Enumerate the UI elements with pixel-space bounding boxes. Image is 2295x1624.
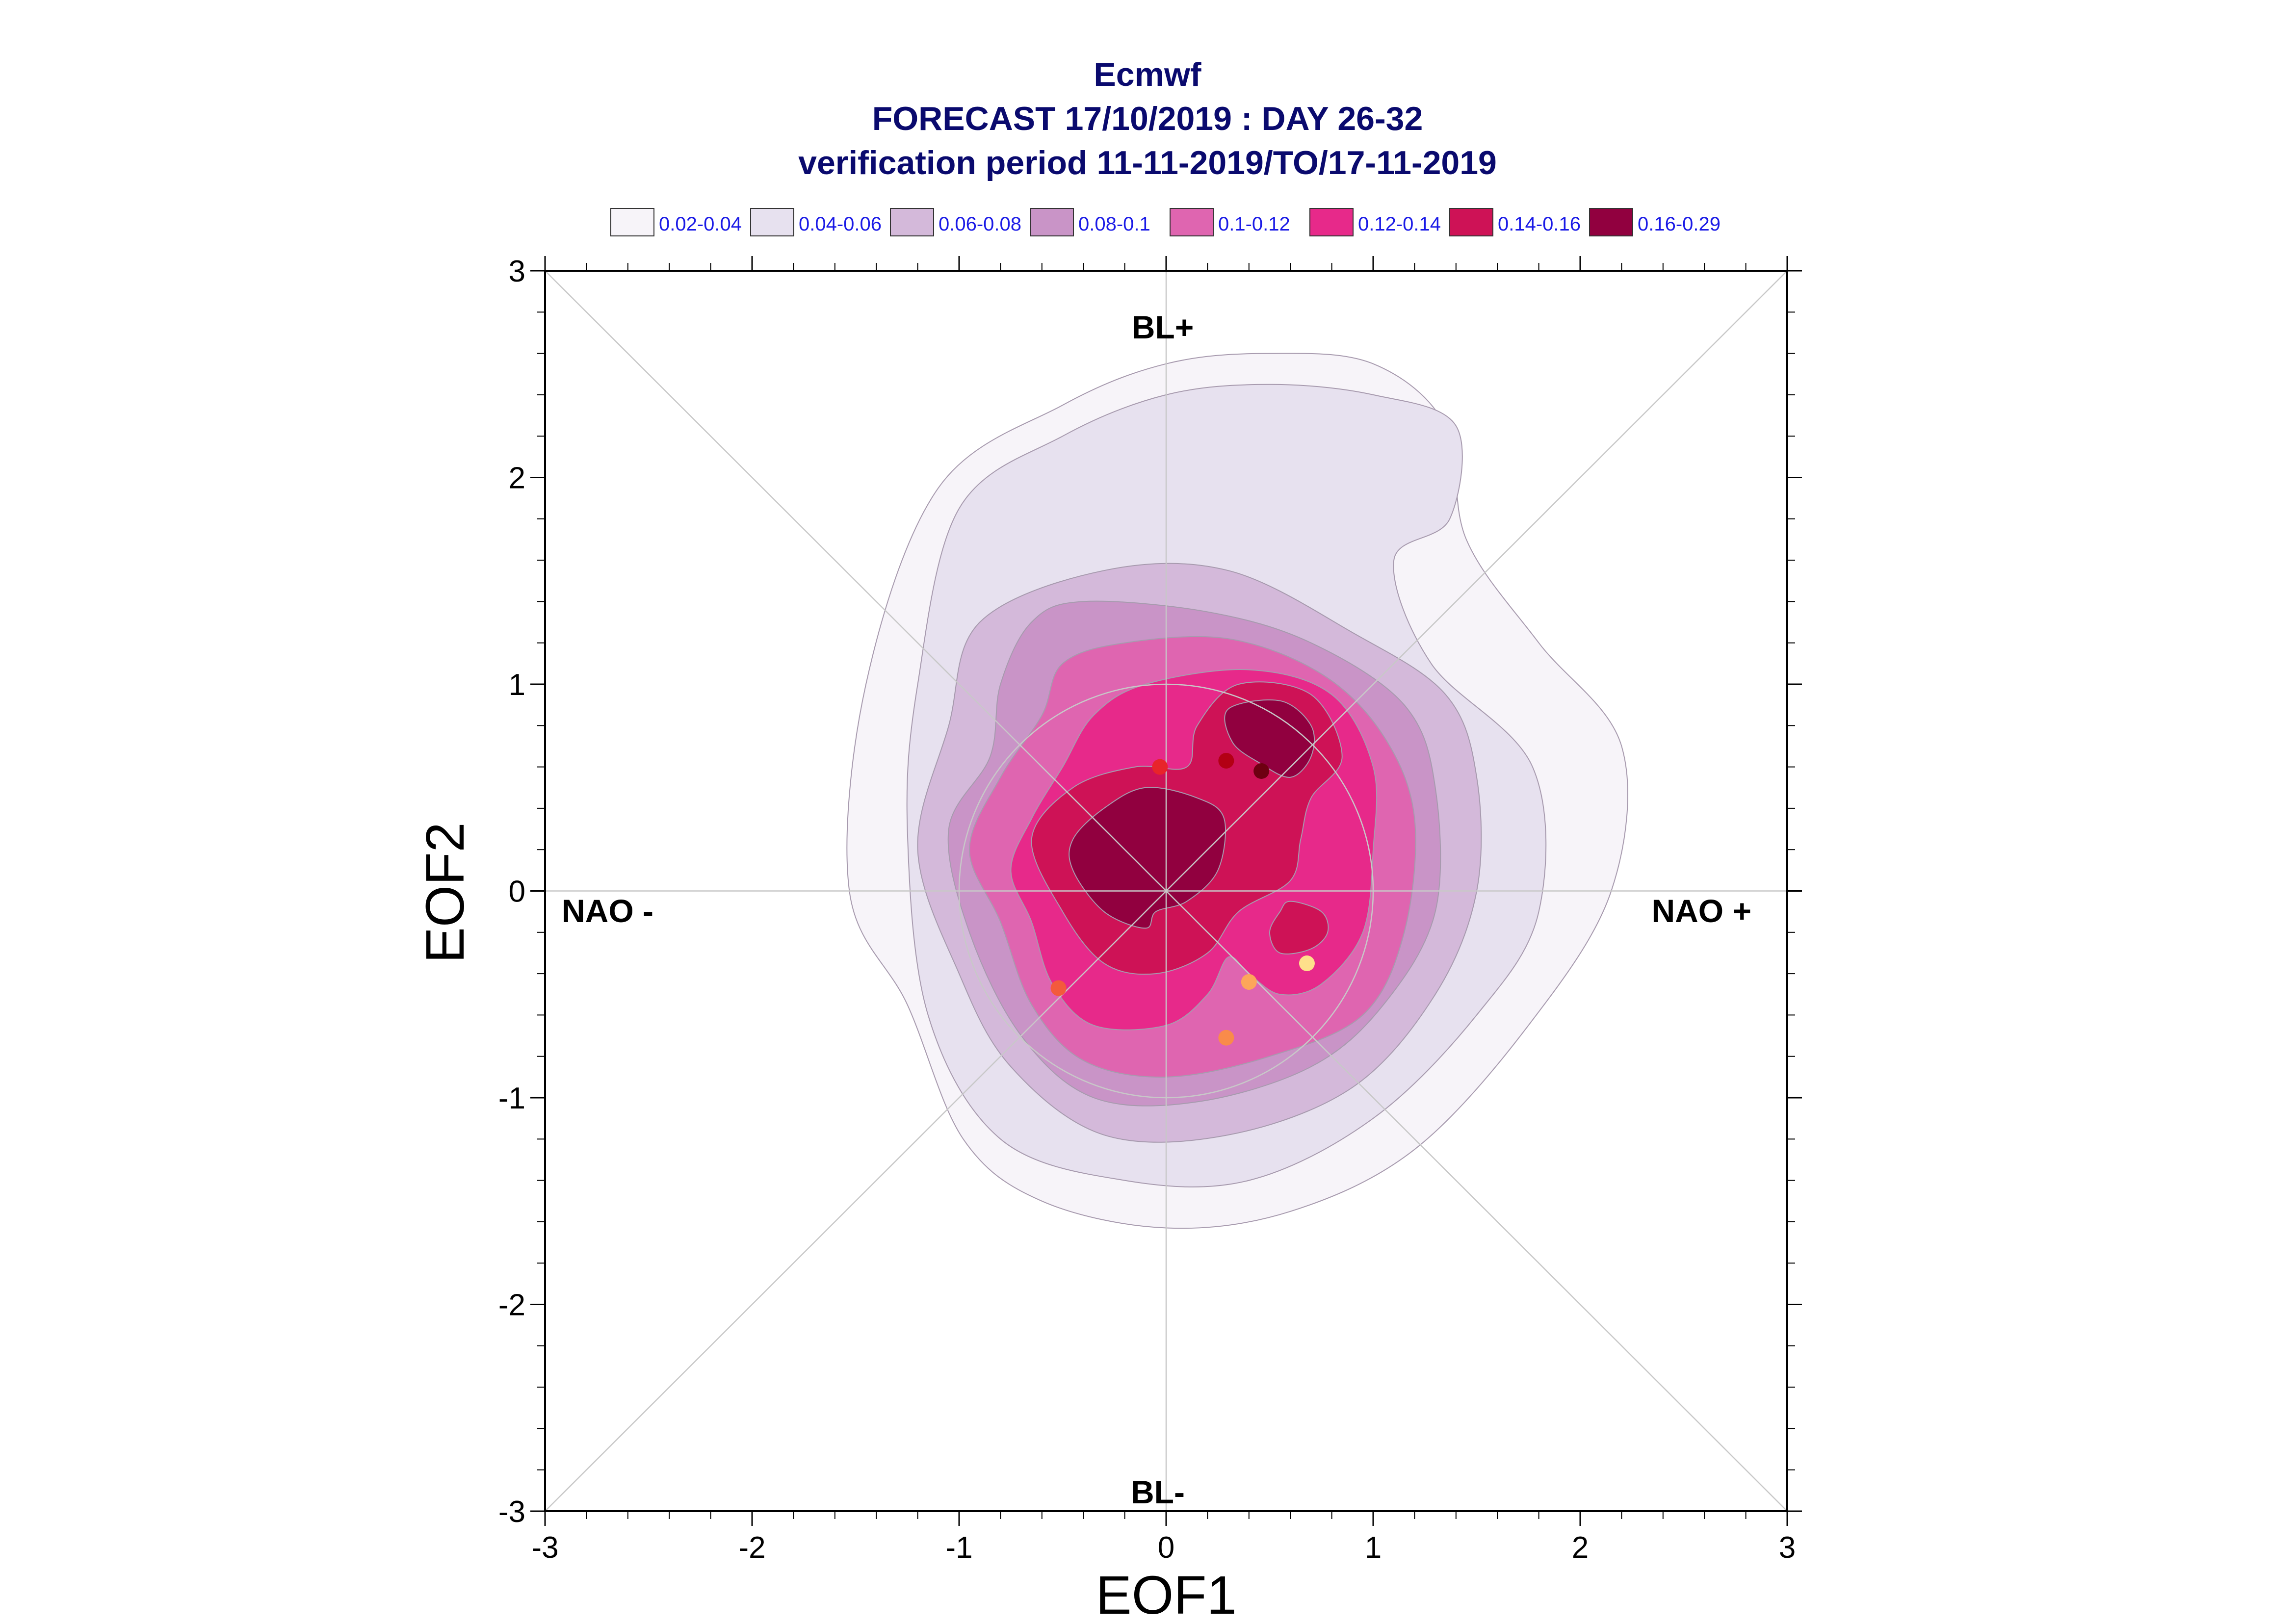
unit-circle	[958, 683, 1374, 1099]
chart-title: Ecmwf FORECAST 17/10/2019 : DAY 26-32 ve…	[798, 56, 1497, 181]
x-tick-label-1: -2	[738, 1531, 765, 1565]
member-point-6	[1218, 1030, 1234, 1046]
axis-ticks: -3 -2 -1 0 1 2 3 -3 -2 -1 0 1 2 3	[498, 255, 1802, 1565]
legend-swatch-6	[1449, 208, 1493, 236]
member-points	[1050, 752, 1315, 1046]
y-tick-label-3: 0	[509, 875, 525, 909]
legend-label-6: 0.14-0.16	[1498, 213, 1581, 235]
member-point-5	[1299, 955, 1315, 972]
member-point-2	[1253, 763, 1270, 779]
legend-swatch-0	[610, 208, 654, 236]
legend-swatch-1	[750, 208, 794, 236]
title-line-3: verification period 11-11-2019/TO/17-11-…	[798, 144, 1497, 181]
y-axis-title: EOF2	[415, 822, 475, 963]
contour-8	[1069, 787, 1226, 929]
y-tick-label-0: -3	[498, 1495, 525, 1529]
member-point-1	[1218, 752, 1234, 769]
legend: 0.02-0.04 0.04-0.06 0.06-0.08 0.08-0.1 0.1-0…	[610, 208, 1721, 236]
contour-7	[1269, 901, 1329, 954]
x-tick-label-0: -3	[531, 1531, 558, 1565]
legend-label-5: 0.12-0.14	[1358, 213, 1441, 235]
title-line-2: FORECAST 17/10/2019 : DAY 26-32	[872, 100, 1423, 137]
y-tick-label-5: 2	[509, 462, 525, 495]
contour-9	[1224, 699, 1315, 778]
regime-label-top: BL+	[1132, 309, 1194, 345]
plot-area: -3 -2 -1 0 1 2 3 -3 -2 -1 0 1 2 3	[498, 255, 1802, 1565]
legend-label-7: 0.16-0.29	[1638, 213, 1721, 235]
y-tick-label-4: 1	[509, 668, 525, 702]
member-point-3	[1050, 980, 1067, 996]
legend-swatch-2	[890, 208, 934, 236]
member-point-4	[1241, 974, 1257, 990]
title-line-1: Ecmwf	[1094, 56, 1201, 93]
x-tick-label-2: -1	[945, 1531, 972, 1565]
x-tick-label-3: 0	[1158, 1531, 1174, 1565]
legend-label-2: 0.06-0.08	[939, 213, 1021, 235]
y-tick-label-1: -2	[498, 1289, 525, 1322]
x-axis-title: EOF1	[1095, 1565, 1236, 1624]
regime-label-bottom: BL-	[1131, 1474, 1185, 1510]
legend-swatch-5	[1309, 208, 1354, 236]
legend-swatch-4	[1170, 208, 1214, 236]
member-point-0	[1152, 759, 1168, 775]
y-tick-label-6: 3	[509, 255, 525, 288]
diagonal-line-2	[545, 270, 1788, 1512]
legend-label-1: 0.04-0.06	[799, 213, 882, 235]
legend-swatch-7	[1589, 208, 1633, 236]
regime-label-left: NAO -	[562, 893, 653, 929]
legend-label-4: 0.1-0.12	[1218, 213, 1290, 235]
x-tick-label-5: 2	[1572, 1531, 1589, 1565]
reference-lines	[545, 270, 1788, 1512]
legend-label-0: 0.02-0.04	[659, 213, 742, 235]
x-tick-label-4: 1	[1365, 1531, 1382, 1565]
density-contours	[846, 353, 1628, 1229]
regime-label-right: NAO +	[1651, 893, 1751, 929]
y-tick-label-2: -1	[498, 1082, 525, 1115]
legend-label-3: 0.08-0.1	[1078, 213, 1150, 235]
x-tick-label-6: 3	[1779, 1531, 1796, 1565]
legend-swatch-3	[1030, 208, 1074, 236]
